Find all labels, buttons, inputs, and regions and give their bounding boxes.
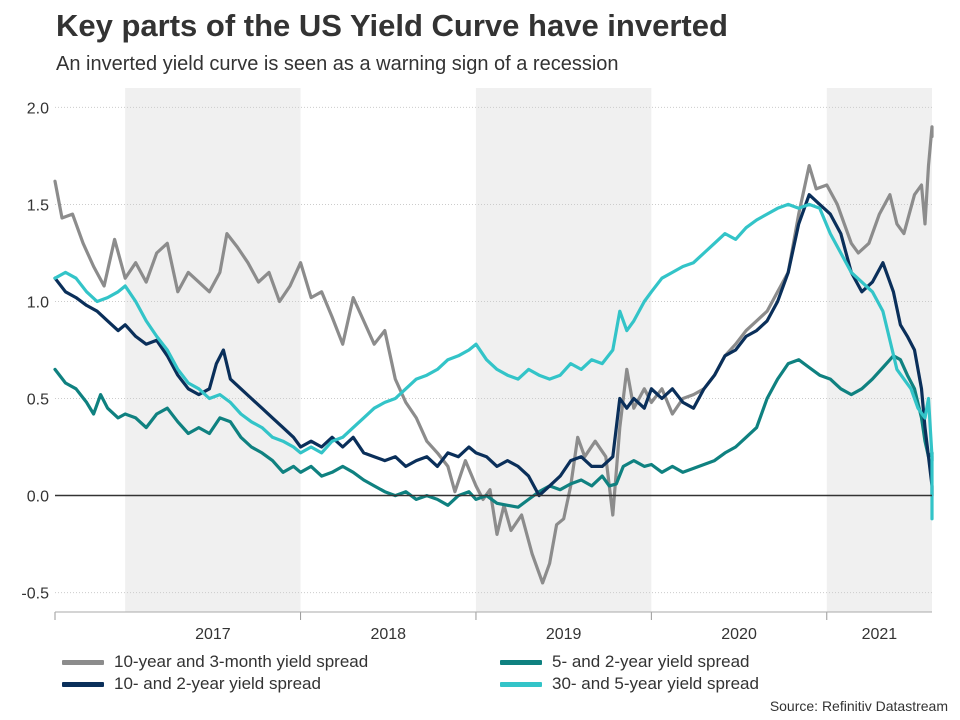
legend-label: 10-year and 3-month yield spread xyxy=(114,652,369,671)
y-tick-label: 0.0 xyxy=(27,489,49,506)
legend-label: 5- and 2-year yield spread xyxy=(552,652,750,671)
y-axis-ticks: 2.0 1.5 1.0 0.5 0.0 -0.5 xyxy=(21,100,49,602)
y-tick-label: 1.5 xyxy=(27,197,49,214)
x-tick-label: 2019 xyxy=(546,626,582,643)
series-lines xyxy=(53,125,934,585)
legend-swatch xyxy=(500,681,542,687)
shaded-year-bands xyxy=(125,88,932,612)
legend-item: 10- and 2-year yield spread xyxy=(62,674,321,694)
shaded-band-2021 xyxy=(826,88,932,612)
series-line-3 xyxy=(53,202,934,521)
legend-swatch xyxy=(500,659,542,665)
series-line-2 xyxy=(53,193,934,498)
gridlines xyxy=(55,106,932,594)
legend-label: 10- and 2-year yield spread xyxy=(114,674,321,693)
legend-swatch xyxy=(62,659,104,665)
legend-label: 30- and 5-year yield spread xyxy=(552,674,759,693)
chart-title: Key parts of the US Yield Curve have inv… xyxy=(56,8,728,43)
y-tick-label: -0.5 xyxy=(21,586,49,603)
shaded-band-2017 xyxy=(125,88,301,612)
series-line-1 xyxy=(53,354,934,509)
x-axis-ticks: 2017 2018 2019 2020 2021 xyxy=(54,612,898,643)
source-note: Source: Refinitiv Datastream xyxy=(769,698,948,714)
legend-item: 5- and 2-year yield spread xyxy=(500,652,750,672)
y-tick-label: 0.5 xyxy=(27,392,49,409)
shaded-band-2019 xyxy=(475,88,652,612)
legend-swatch xyxy=(62,681,104,687)
x-tick-label: 2018 xyxy=(370,626,406,643)
legend-item: 30- and 5-year yield spread xyxy=(500,674,759,694)
y-tick-label: 1.0 xyxy=(27,294,49,311)
legend-item: 10-year and 3-month yield spread xyxy=(62,652,368,672)
series-line-0 xyxy=(53,125,934,585)
y-tick-label: 2.0 xyxy=(27,100,49,117)
x-tick-label: 2020 xyxy=(721,626,757,643)
x-tick-label: 2021 xyxy=(862,626,898,643)
chart-subtitle: An inverted yield curve is seen as a war… xyxy=(56,53,619,75)
x-tick-label: 2017 xyxy=(195,626,231,643)
